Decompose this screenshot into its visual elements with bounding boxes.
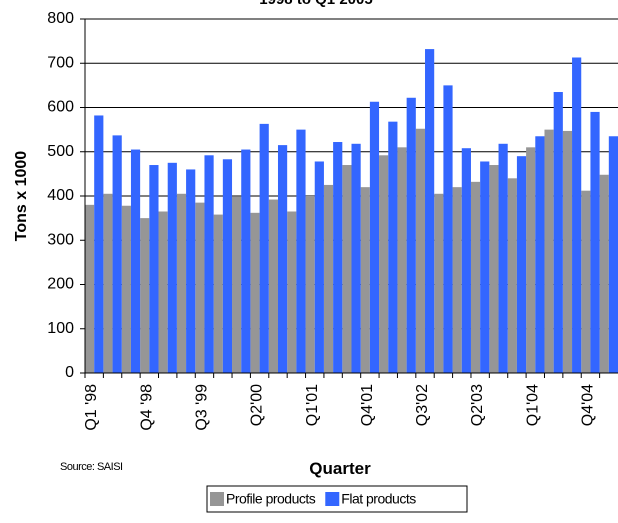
legend-label: Flat products [341,491,416,507]
x-tick-label: Q4'04 [579,384,596,426]
y-tick-label: 0 [65,364,74,381]
bar [425,49,435,374]
bar [85,204,95,373]
x-tick-label: Q2'03 [469,384,486,426]
bar [581,190,591,373]
bar [94,115,104,373]
chart-title: 1998 to Q1 2005 [259,0,372,8]
bar [544,129,554,373]
bar [268,199,278,373]
x-tick-label: Q4'01 [359,384,376,426]
x-tick-label: Q1'01 [304,384,321,426]
bar [222,159,233,373]
bar [314,161,324,373]
bar [351,143,361,373]
bar [526,147,536,373]
bar [369,101,380,373]
bar [470,181,481,373]
bar [406,97,416,373]
x-tick-label: Q3 '99 [193,384,210,431]
bar [342,165,352,373]
bar [608,136,618,373]
x-tick-label: Q3'02 [414,384,431,426]
source: Source: SAISI [60,461,123,473]
x-axis-title: Quarter [309,459,371,478]
bar [562,130,573,373]
y-axis-title: Tons x 1000 [13,151,30,242]
bar [130,149,141,373]
bar [167,162,177,373]
bar [112,135,122,373]
y-tick-label: 300 [47,231,74,248]
x-tick-label: Q1 '98 [83,384,100,431]
bar [507,178,517,373]
bar [323,184,334,373]
bar [415,128,426,373]
bar [305,196,315,373]
y-tick-label: 600 [47,99,74,116]
bar [333,142,343,373]
y-tick-label: 500 [47,143,74,160]
bar [213,214,223,373]
bar [379,155,389,373]
bar [277,145,288,373]
bar [232,196,242,373]
bar [176,193,187,373]
bar [461,148,471,373]
legend-label: Profile products [226,491,316,507]
legend-swatch [325,492,340,506]
bar [516,156,527,373]
x-tick-label: Q2'00 [249,384,266,426]
bar [443,85,453,373]
bar [360,187,370,373]
bar [241,149,251,373]
legend-swatch [210,492,224,506]
bar [498,143,508,373]
y-tick-label: 700 [47,54,74,71]
bar [287,211,297,373]
bar [296,129,306,373]
bar [489,165,499,373]
y-tick-label: 400 [47,187,74,204]
bar [590,111,600,374]
y-tick-label: 200 [47,276,74,293]
bar [572,57,582,374]
bar [452,187,462,373]
bar [149,165,159,373]
bar [186,169,196,373]
bar [397,147,407,373]
x-tick-label: Q4 '98 [138,384,155,431]
bar [599,174,609,373]
bar [195,202,205,373]
bar [103,193,113,373]
bar [250,212,260,373]
y-tick-label: 800 [47,10,74,27]
bar [553,92,563,373]
bar [121,205,131,373]
bar [259,123,269,373]
bar [158,211,168,373]
bar [434,193,444,373]
bar [204,155,214,373]
y-tick-label: 100 [47,320,74,337]
bar [535,136,545,373]
bar [140,218,150,373]
bar [388,121,398,373]
bar [480,161,490,373]
x-tick-label: Q1'04 [524,384,541,426]
